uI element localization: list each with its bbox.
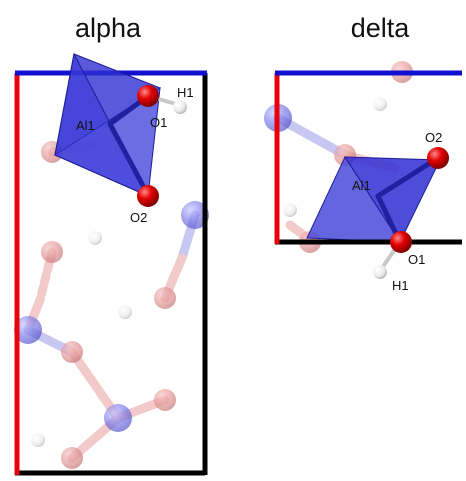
hydrogen-atom	[31, 433, 45, 447]
hydrogen-atom	[118, 305, 132, 319]
oxygen-atom	[61, 341, 83, 363]
alpha-oxygen-o1	[137, 85, 159, 107]
alpha-panel: alpha	[14, 13, 209, 476]
oxygen-atom	[154, 389, 176, 411]
delta-label-o1: O1	[408, 252, 425, 267]
oxygen-atom	[154, 287, 176, 309]
aluminum-atom	[104, 404, 132, 432]
delta-label-al1: Al1	[352, 178, 371, 193]
alpha-oxygen-o2	[137, 185, 159, 207]
hydrogen-atom	[88, 231, 102, 245]
alpha-hydrogen-h1	[173, 100, 187, 114]
hydrogen-atom	[373, 97, 387, 111]
aluminum-atom	[181, 201, 209, 229]
oxygen-atom	[61, 447, 83, 469]
delta-oxygen-o2	[427, 147, 449, 169]
hydrogen-atom	[283, 203, 297, 217]
delta-panel: delta	[264, 13, 462, 293]
alpha-label-o2: O2	[130, 210, 147, 225]
delta-aluminum-polyhedron	[306, 155, 441, 244]
delta-title: delta	[351, 13, 411, 43]
alpha-faded-atoms	[14, 141, 209, 469]
alpha-label-al1: Al1	[76, 118, 95, 133]
delta-label-o2: O2	[425, 130, 442, 145]
aluminum-atom	[14, 316, 42, 344]
delta-label-h1: H1	[392, 278, 409, 293]
alpha-label-h1: H1	[177, 85, 194, 100]
delta-hydrogen-h1	[373, 265, 387, 279]
alpha-title: alpha	[75, 13, 142, 43]
oxygen-atom	[41, 241, 63, 263]
alpha-label-o1: O1	[150, 115, 167, 130]
delta-oxygen-o1	[390, 231, 412, 253]
